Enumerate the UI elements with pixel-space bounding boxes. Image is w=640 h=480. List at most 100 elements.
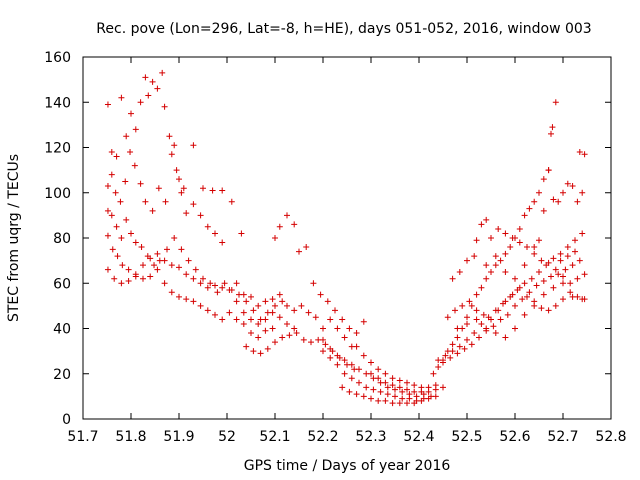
data-point (155, 185, 162, 192)
data-point (549, 124, 556, 131)
data-point (473, 307, 480, 314)
data-point (348, 375, 355, 382)
data-point (531, 198, 538, 205)
data-point (538, 257, 545, 264)
data-point (502, 250, 509, 257)
data-point (576, 257, 583, 264)
data-point (176, 264, 182, 271)
data-point (411, 388, 418, 395)
data-point (269, 296, 276, 303)
data-point (353, 330, 360, 337)
data-point (356, 379, 362, 386)
data-point (360, 318, 367, 325)
data-point (473, 237, 480, 244)
y-axis-label: STEC from uqrg / TECUs (6, 154, 22, 322)
data-point (490, 323, 497, 330)
data-point (564, 180, 571, 187)
data-point (464, 336, 470, 343)
data-point (492, 330, 499, 337)
data-point (272, 339, 278, 346)
data-point (108, 149, 115, 156)
data-point (339, 384, 346, 391)
data-point (396, 377, 403, 384)
data-point (161, 257, 168, 264)
data-point (579, 296, 586, 303)
data-point (512, 325, 518, 332)
data-point (466, 298, 473, 305)
data-point (509, 291, 516, 298)
data-point (310, 280, 317, 287)
data-point (384, 391, 391, 398)
data-point (516, 225, 523, 232)
data-point (132, 126, 139, 133)
data-point (545, 259, 552, 266)
data-point (117, 198, 124, 205)
data-point (178, 189, 185, 196)
data-point (509, 235, 516, 241)
data-point (233, 280, 240, 287)
data-point (516, 239, 523, 246)
data-point (574, 198, 581, 205)
x-axis: 51.7 51.8 51.9 52 52.1 52.2 52.3 52.4 52.5 52.6 52… (67, 57, 627, 445)
data-point (240, 291, 247, 298)
data-point (468, 302, 475, 309)
data-point (171, 235, 178, 241)
data-point (404, 386, 410, 393)
data-point (214, 289, 221, 296)
data-point (255, 302, 262, 309)
data-point (243, 298, 250, 305)
data-point (504, 311, 511, 318)
data-point (197, 302, 204, 309)
data-point (411, 382, 418, 389)
data-point (132, 273, 139, 280)
data-point (264, 345, 271, 352)
data-point (197, 280, 204, 287)
data-point (492, 262, 499, 269)
data-point (519, 296, 526, 303)
y-tick-label: 0 (62, 412, 71, 428)
data-point (303, 244, 310, 251)
data-point (341, 334, 348, 341)
data-point (404, 400, 410, 407)
x-tick-label: 52.6 (499, 429, 530, 445)
data-point (233, 298, 240, 305)
data-point (147, 255, 154, 262)
data-point (449, 275, 456, 282)
data-point (564, 244, 571, 251)
data-point (540, 291, 547, 298)
x-tick-label: 52 (218, 429, 236, 445)
data-point (425, 395, 432, 402)
data-point (176, 176, 182, 183)
data-point (384, 384, 391, 391)
data-point (262, 327, 269, 334)
y-tick-label: 40 (53, 322, 71, 338)
data-point (108, 171, 115, 178)
data-point (581, 271, 588, 278)
data-point (389, 382, 396, 389)
data-point (440, 384, 446, 391)
data-point (161, 280, 168, 287)
data-point (579, 189, 586, 196)
data-point (161, 103, 168, 110)
data-point (149, 78, 156, 85)
data-point (495, 225, 502, 232)
data-point (449, 341, 456, 348)
data-point (159, 69, 166, 76)
data-point (454, 350, 461, 357)
data-point (168, 262, 175, 269)
data-point (284, 302, 290, 309)
data-point (154, 250, 161, 257)
data-point (478, 320, 485, 327)
data-point (219, 187, 226, 194)
data-point (308, 339, 314, 346)
data-point (118, 94, 125, 101)
data-point (396, 384, 403, 391)
data-point (502, 334, 509, 341)
data-point (447, 354, 454, 361)
data-point (200, 185, 206, 192)
data-point (516, 284, 523, 291)
data-point (473, 316, 480, 323)
data-point (162, 198, 169, 205)
data-point (137, 99, 144, 106)
